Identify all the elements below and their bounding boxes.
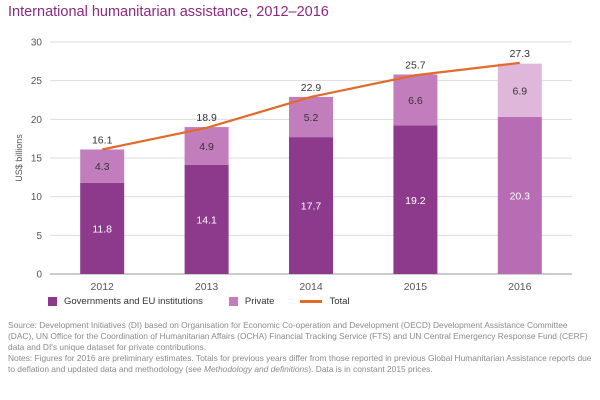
data-label-governments: 11.8 [92,223,112,235]
bar-private [80,149,125,183]
bar-governments [393,125,438,275]
chart-legend: Governments and EU institutions Private … [48,296,376,307]
x-tick-label: 2016 [508,281,532,293]
x-tick-label: 2014 [299,281,323,293]
methodology-reference: Methodology and definitions [204,364,309,374]
legend-label-total: Total [329,296,350,307]
legend-label-private: Private [244,296,275,307]
data-label-total: 18.9 [196,112,217,124]
data-label-total: 25.7 [405,59,426,71]
y-tick-label: 0 [36,270,42,281]
chart-notes: Source: Development Initiatives (DI) bas… [8,320,592,375]
x-tick-label: 2013 [195,281,219,293]
legend-item-governments: Governments and EU institutions [48,296,203,307]
bar-governments [497,117,542,274]
y-tick-label: 20 [31,115,43,126]
y-tick-label: 25 [31,76,43,87]
data-label-governments: 17.7 [301,201,322,213]
notes-text-end: ). Data is in constant 2015 prices. [308,364,433,374]
bar-private [497,63,542,118]
notes-text-start: Notes: Figures for 2016 are preliminary … [8,353,592,374]
data-label-total: 27.3 [510,48,531,60]
bar-private [289,96,333,138]
data-label-total: 22.9 [301,82,322,94]
source-note: Source: Development Initiatives (DI) bas… [8,320,588,352]
legend-item-total: Total [300,296,350,307]
line-total [101,61,520,151]
y-tick-label: 10 [31,192,43,203]
data-label-private: 5.2 [304,112,319,124]
data-label-private: 6.6 [408,95,423,107]
data-label-private: 6.9 [512,85,527,97]
data-label-total: 16.1 [92,134,113,146]
y-axis-label: US$ billions [14,134,24,182]
legend-swatch-governments [48,297,57,306]
legend-swatch-private [228,297,238,306]
data-label-private: 4.3 [95,161,110,173]
data-label-governments: 14.1 [196,214,217,226]
bar-governments [80,182,125,274]
legend-label-governments: Governments and EU institutions [64,296,203,307]
data-label-governments: 19.2 [405,195,426,207]
x-tick-label: 2012 [91,281,115,293]
legend-item-private: Private [228,296,275,307]
chart-plot: 0 5 10 15 20 25 30 US$ billions 11.8 4.3 2012 14.1 4… [14,38,572,293]
legend-line-total [300,300,323,303]
x-tick-label: 2015 [404,281,428,293]
y-tick-label: 30 [31,38,43,49]
bar-private [184,127,229,165]
data-label-governments: 20.3 [510,191,531,203]
y-tick-label: 5 [36,231,42,242]
notes-text: Notes: Figures for 2016 are preliminary … [8,353,592,375]
data-label-private: 4.9 [199,141,214,153]
chart-title: International humanitarian assistance, 2… [8,4,329,20]
y-tick-label: 15 [31,154,43,165]
bar-governments [289,137,333,274]
bar-governments [184,164,229,274]
bar-private [393,74,438,126]
